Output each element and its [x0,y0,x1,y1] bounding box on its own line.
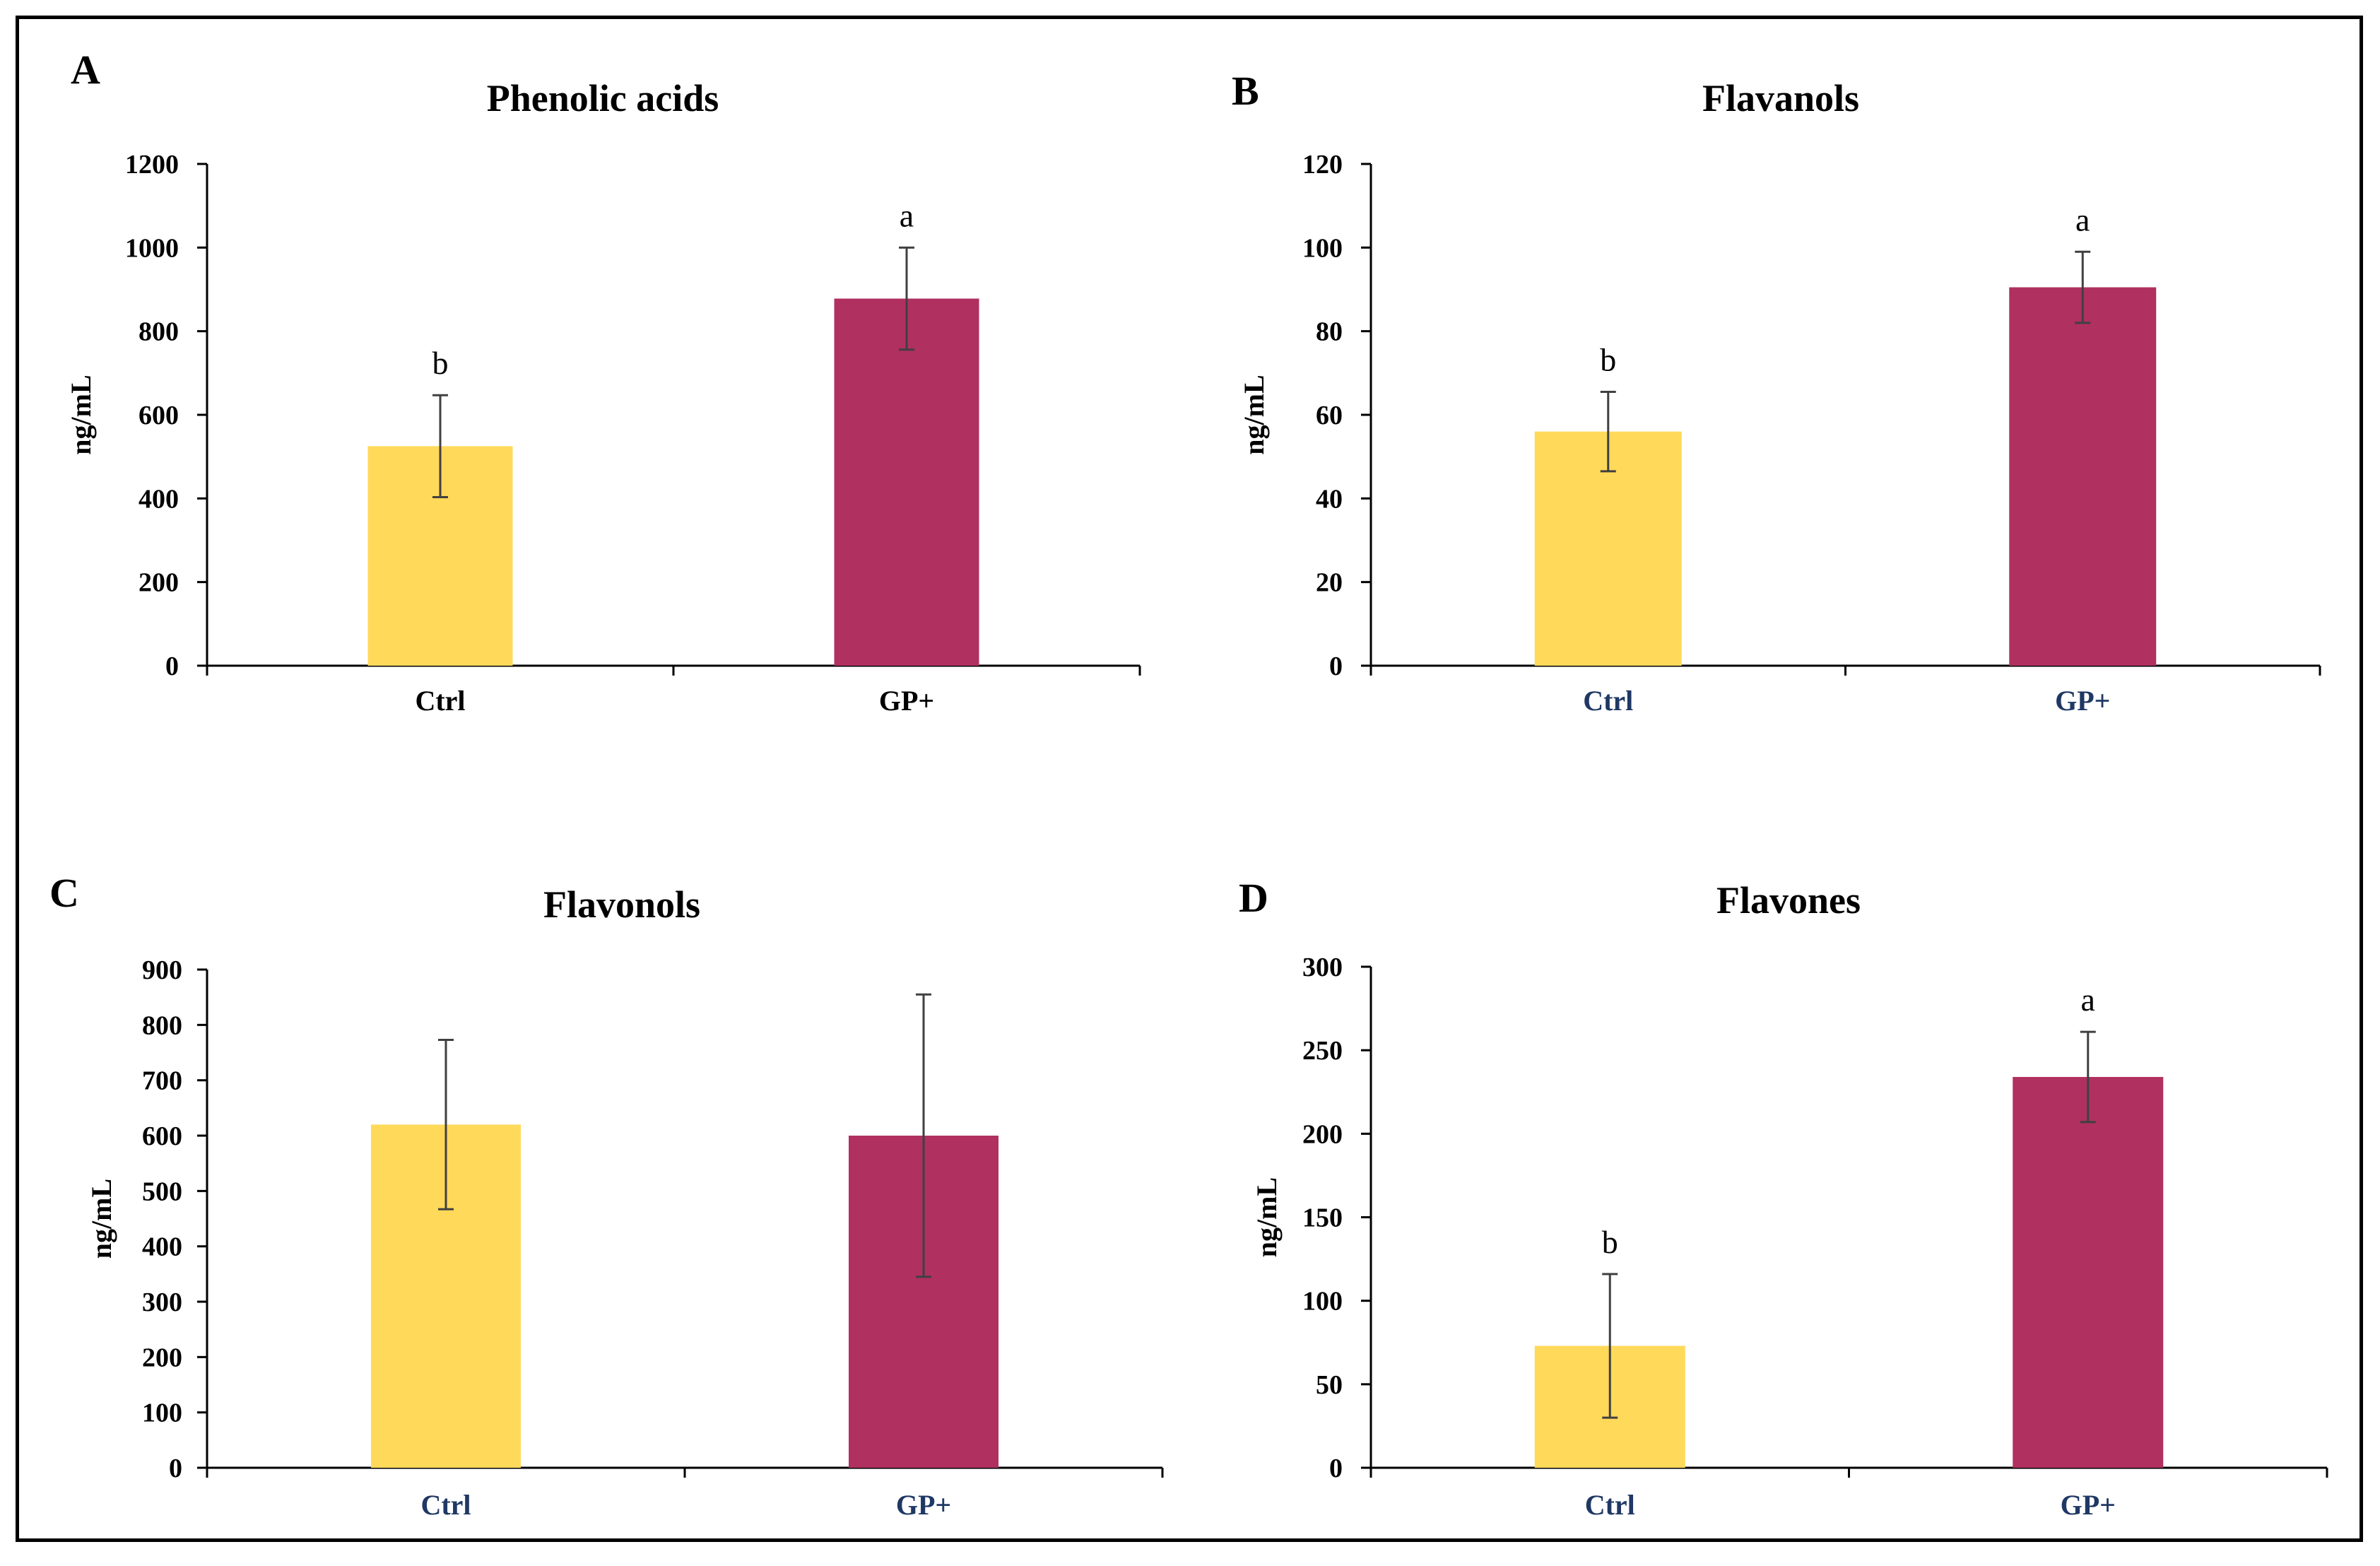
x-category-label: Ctrl [1585,1489,1635,1521]
panel-label: D [1239,875,1268,921]
y-tick-label: 200 [139,568,179,598]
y-tick-label: 500 [142,1177,182,1206]
y-tick-label: 1000 [125,233,179,263]
y-tick-label: 120 [1302,150,1343,179]
chart-title: Flavones [1716,879,1861,922]
y-tick-label: 900 [142,955,182,985]
y-tick-label: 400 [139,484,179,514]
y-tick-label: 250 [1302,1036,1343,1066]
x-category-label: GP+ [879,685,934,717]
significance-letter: b [1602,1224,1618,1260]
x-category-label: GP+ [896,1489,951,1521]
y-axis-label: ng/mL [65,375,97,454]
y-tick-label: 1200 [125,150,179,179]
panel-label: C [49,870,79,916]
y-tick-label: 100 [1302,233,1343,263]
y-axis-label: ng/mL [1238,375,1270,454]
bar-gp [2009,287,2157,666]
y-tick-label: 150 [1302,1203,1343,1233]
y-tick-label: 700 [142,1066,182,1096]
y-tick-label: 300 [142,1288,182,1317]
y-tick-label: 200 [1302,1119,1343,1149]
bar-gp [834,298,979,666]
y-tick-label: 400 [142,1232,182,1262]
x-category-label: GP+ [2055,685,2110,717]
chart-title: Flavonols [543,883,700,926]
x-category-label: Ctrl [415,685,465,717]
y-axis-label: ng/mL [1251,1177,1283,1257]
x-category-label: Ctrl [420,1489,471,1521]
y-tick-label: 50 [1316,1370,1343,1400]
y-tick-label: 300 [1302,953,1343,982]
significance-letter: b [1600,341,1616,377]
y-tick-label: 100 [142,1399,182,1428]
y-tick-label: 100 [1302,1287,1343,1317]
y-tick-label: 20 [1316,568,1343,598]
panel-label: B [1232,68,1259,114]
bar-gp [2013,1076,2164,1468]
y-tick-label: 0 [1329,1454,1343,1483]
significance-letter: a [2081,982,2095,1018]
y-axis-label: ng/mL [86,1179,117,1259]
chart-title: Flavanols [1702,77,1859,119]
y-tick-label: 80 [1316,317,1343,347]
y-tick-label: 800 [139,317,179,347]
y-tick-label: 600 [139,401,179,430]
y-tick-label: 800 [142,1011,182,1040]
y-tick-label: 40 [1316,484,1343,514]
x-category-label: Ctrl [1583,685,1633,717]
significance-letter: a [2075,201,2090,237]
figure-border [16,16,2363,1542]
chart-title: Phenolic acids [487,77,719,119]
y-tick-label: 0 [165,652,179,681]
y-tick-label: 60 [1316,401,1343,430]
y-tick-label: 600 [142,1121,182,1151]
x-category-label: GP+ [2061,1489,2116,1521]
y-tick-label: 0 [169,1454,182,1483]
significance-letter: b [432,345,449,381]
y-tick-label: 200 [142,1343,182,1372]
y-tick-label: 0 [1329,652,1343,681]
panel-label: A [71,47,100,93]
significance-letter: a [900,197,914,233]
